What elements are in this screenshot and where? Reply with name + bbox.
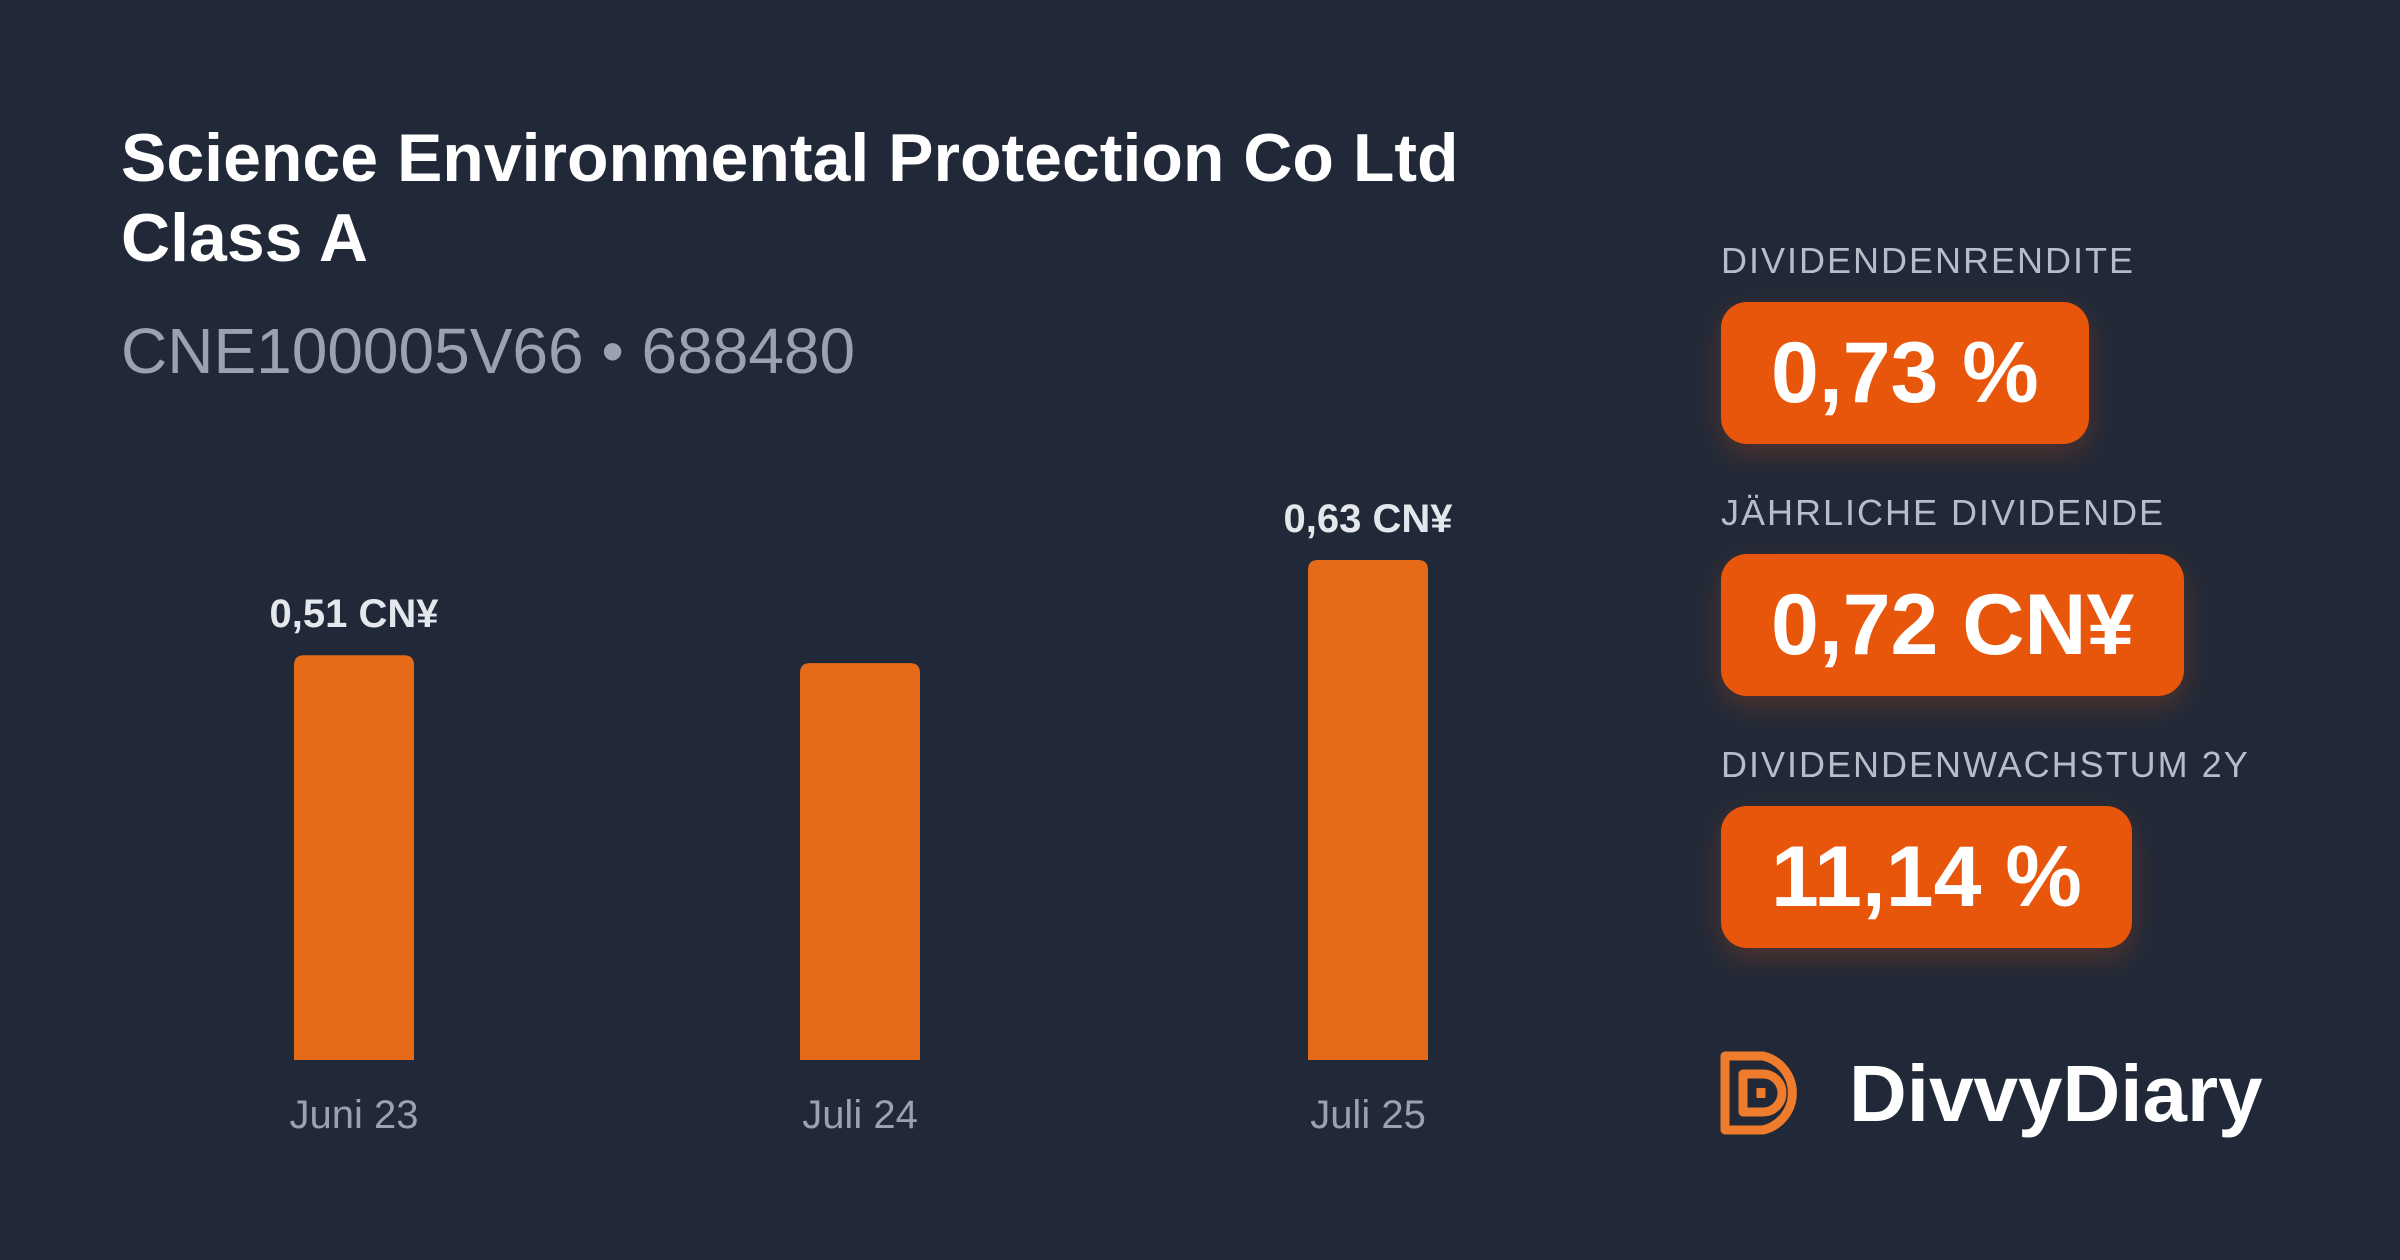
dividend-bar-chart: 0,51 CN¥ Juni 23 Juli 24 0,63 CN¥ Juli 25 [270, 497, 1454, 1137]
category-label-2: Juli 24 [802, 1093, 918, 1137]
bar-2 [800, 663, 920, 1060]
category-label-1: Juni 23 [290, 1093, 419, 1137]
isin-ticker: CNE100005V66 • 688480 [121, 315, 856, 387]
category-label-3: Juli 25 [1310, 1093, 1426, 1137]
bar-3 [1308, 560, 1428, 1060]
dividend-growth-label: DIVIDENDENWACHSTUM 2Y [1721, 744, 2250, 785]
bar-value-label-3: 0,63 CN¥ [1284, 497, 1454, 541]
bar-value-label-1: 0,51 CN¥ [270, 592, 440, 636]
divvydiary-logo-icon [1720, 1051, 1797, 1135]
dividend-yield-label: DIVIDENDENRENDITE [1721, 240, 2136, 281]
annual-dividend-value: 0,72 CN¥ [1721, 554, 2185, 696]
annual-dividend-label: JÄHRLICHE DIVIDENDE [1721, 492, 2166, 533]
page-title: Science Environmental Protection Co Ltd … [121, 120, 1459, 276]
dividend-yield-value: 0,73 % [1721, 302, 2089, 444]
bar-1 [294, 655, 414, 1060]
brand-name: DivvyDiary [1849, 1049, 2263, 1138]
dividend-growth-value: 11,14 % [1721, 806, 2132, 948]
